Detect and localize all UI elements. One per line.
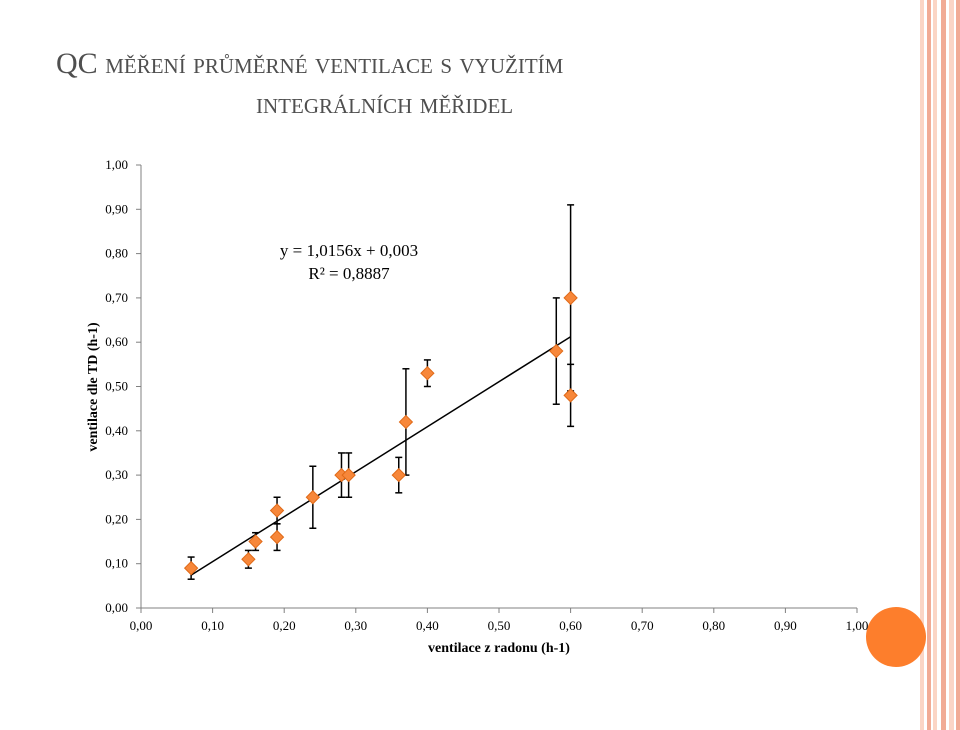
data-point-marker: [248, 534, 263, 549]
y-tick-label: 0,40: [105, 423, 128, 438]
y-tick-label: 0,20: [105, 511, 128, 526]
y-tick-label: 0,10: [105, 556, 128, 571]
stripe-2: [927, 0, 931, 730]
y-tick-label: 0,50: [105, 379, 128, 394]
axes: [136, 164, 858, 613]
stripe-6: [956, 0, 960, 730]
x-tick-label: 0,70: [631, 618, 654, 633]
x-tick-label: 0,60: [559, 618, 582, 633]
y-tick-label: 0,80: [105, 246, 128, 261]
equation-label: y = 1,0156x + 0,003: [280, 241, 418, 260]
slide-title: QC měření průměrné ventilace s využitím …: [56, 44, 816, 124]
data-points: [183, 290, 578, 576]
data-point-marker: [549, 343, 564, 359]
x-tick-label: 0,10: [201, 618, 224, 633]
title-rest: měření průměrné ventilace s využitím: [105, 47, 564, 80]
x-tick-label: 0,90: [774, 618, 797, 633]
decorative-circle: [866, 607, 926, 667]
y-tick-label: 0,70: [105, 290, 128, 305]
decorative-stripes: [920, 0, 960, 730]
title-line-1: QC měření průměrné ventilace s využitím: [56, 44, 816, 84]
data-point-marker: [398, 414, 414, 430]
data-point-marker: [269, 503, 285, 518]
data-point-marker: [420, 366, 435, 381]
data-point-marker: [563, 388, 578, 403]
data-point-marker: [305, 490, 321, 505]
trendline: [190, 336, 571, 576]
r2-label: R² = 0,8887: [308, 264, 390, 283]
data-point-marker: [269, 529, 285, 545]
data-point-marker: [183, 560, 199, 576]
y-tick-label: 0,60: [105, 334, 128, 349]
data-point-marker: [241, 552, 256, 567]
x-tick-label: 0,80: [702, 618, 725, 633]
x-axis-title: ventilace z radonu (h-1): [428, 641, 570, 656]
y-tick-label: 0,30: [105, 467, 128, 482]
y-tick-label: 1,00: [105, 157, 128, 172]
x-tick-label: 1,00: [846, 618, 869, 633]
data-point-marker: [391, 467, 406, 483]
data-point-marker: [563, 290, 578, 306]
error-bars: [187, 204, 575, 580]
stripe-4: [941, 0, 946, 730]
y-tick-label: 0,90: [105, 201, 128, 216]
stripe-5: [949, 0, 954, 730]
title-line-2: integrálních měřidel: [256, 87, 514, 120]
y-axis-title: ventilace dle TD (h-1): [86, 322, 101, 452]
x-tick-label: 0,50: [488, 618, 511, 633]
x-tick-label: 0,40: [416, 618, 439, 633]
y-tick-label: 0,00: [105, 600, 128, 615]
tick-labels: 0,00 0,10 0,20 0,30 0,40 0,50 0,60 0,70 0,80 0,90…: [105, 157, 868, 633]
x-tick-label: 0,00: [130, 618, 153, 633]
x-tick-label: 0,30: [344, 618, 367, 633]
stripe-3: [933, 0, 937, 730]
x-tick-label: 0,20: [273, 618, 296, 633]
data-point-marker: [341, 467, 356, 483]
title-main: QC: [56, 47, 98, 80]
stripe-1: [920, 0, 924, 730]
